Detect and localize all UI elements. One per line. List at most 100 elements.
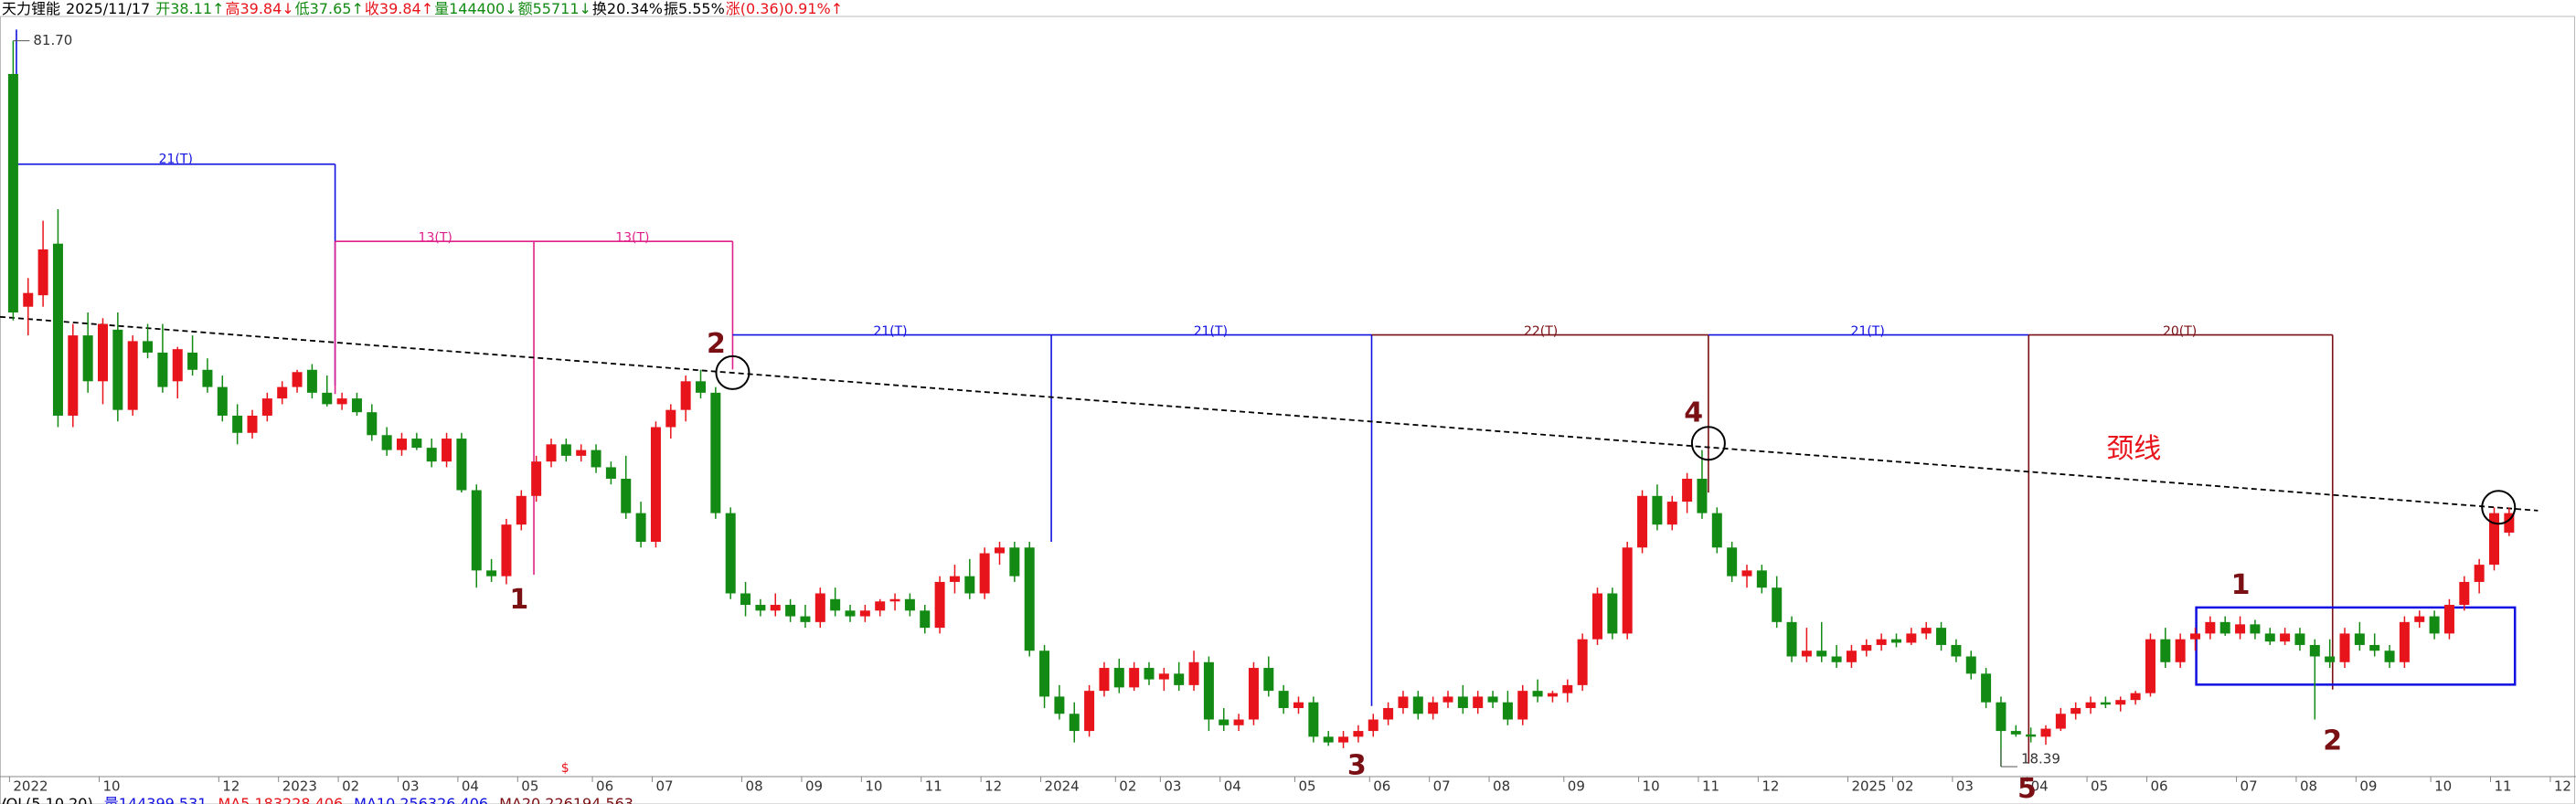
cycle-label: 13(T) (419, 231, 452, 246)
candle-body (486, 570, 497, 577)
candle-body (2414, 616, 2425, 622)
cycle-label: 21(T) (873, 324, 907, 339)
candle-body (2026, 734, 2037, 737)
candle-body (1772, 587, 1783, 622)
annotation-circle (715, 354, 750, 390)
candle-body (1412, 696, 1423, 714)
candle-body (1054, 696, 1065, 714)
wave-label: 1 (509, 584, 528, 616)
candle-body (1951, 644, 1962, 657)
x-tick-label: 12 (2554, 778, 2571, 795)
candle-body (232, 415, 243, 433)
candle-body (2369, 644, 2380, 651)
wave-label: 5 (2017, 773, 2037, 804)
candle-body (516, 495, 527, 525)
candle-body (845, 610, 856, 617)
volume-item: VOL(5,10,20) (0, 795, 93, 804)
candle-body (98, 323, 108, 382)
candle-body (1756, 570, 1767, 588)
x-tick-label: 10 (103, 778, 121, 795)
wave-label: 2 (2323, 725, 2342, 757)
cycle-label: 20(T) (2163, 324, 2197, 339)
candle-body (7, 73, 18, 313)
candle-body (934, 581, 945, 629)
candle-body (1174, 673, 1185, 685)
x-tick-label: 12 (1762, 778, 1779, 795)
candle-body (143, 341, 154, 353)
candle-body (889, 598, 900, 602)
candle-body (710, 392, 721, 513)
x-tick-label: 07 (2241, 778, 2258, 795)
header-item: 开38.11↑ (155, 0, 224, 17)
candle-body (1457, 696, 1468, 708)
wave-label: 3 (1347, 750, 1367, 782)
candle-body (351, 398, 362, 413)
candle-body (755, 605, 766, 611)
candle-body (381, 435, 392, 450)
candle-body (456, 439, 467, 491)
candle-body (2489, 513, 2499, 566)
wave-label: 1 (2231, 569, 2251, 601)
candle-body (1891, 639, 1901, 643)
candle-body (875, 601, 886, 611)
candle-body (2459, 581, 2470, 606)
candle-body (1711, 513, 1722, 548)
candle-body (367, 412, 378, 436)
candle-body (995, 547, 1005, 554)
candle-body (1473, 696, 1484, 708)
candle-body (2264, 633, 2275, 642)
candle-body (1846, 651, 1857, 662)
candle-body (1158, 673, 1169, 680)
candle-body (1024, 547, 1035, 651)
x-tick-label: 12 (222, 778, 240, 795)
x-tick-label: 12 (985, 778, 1002, 795)
candle-body (217, 386, 228, 416)
candle-body (1353, 731, 1364, 737)
candle-body (2280, 633, 2291, 642)
candle-body (187, 352, 198, 370)
candle-body (591, 450, 601, 468)
candle-body (1666, 502, 1677, 525)
candle-body (1592, 593, 1602, 640)
annotation-circle (2481, 490, 2517, 525)
candle-body (23, 292, 34, 307)
x-tick-label: 2024 (1045, 778, 1080, 795)
candle-body (1727, 547, 1738, 577)
candle-body (859, 610, 870, 617)
candle-body (1577, 639, 1588, 685)
candle-body (1368, 719, 1378, 732)
volume-item: 量144399.531 (104, 795, 208, 804)
candle-body (2384, 651, 2395, 662)
x-tick-label: 06 (596, 778, 613, 795)
consolidation-box (2195, 606, 2517, 686)
candle-body (665, 409, 676, 428)
candle-body (725, 513, 736, 594)
candle-body (1936, 628, 1947, 645)
x-tick-label: 11 (925, 778, 942, 795)
header-item: 收39.84↑ (365, 0, 433, 17)
candle-body (1203, 661, 1214, 720)
x-tick-label: 09 (805, 778, 823, 795)
x-tick-label: 2025 (1851, 778, 1886, 795)
candle-body (1144, 668, 1155, 680)
candle-body (442, 439, 452, 462)
candle-body (1652, 495, 1663, 525)
x-tick-label: 10 (2434, 778, 2452, 795)
candle-body (172, 349, 183, 382)
max-label: 81.70 (33, 32, 72, 48)
dividend-marker: $ (561, 761, 569, 776)
candle-body (2100, 702, 2111, 705)
x-tick-label: 06 (1373, 778, 1390, 795)
candle-body (1831, 656, 1842, 662)
candle-body (2339, 633, 2350, 662)
candle-body (1547, 693, 1558, 697)
candle-body (1607, 593, 1618, 634)
candle-body (1741, 570, 1752, 577)
candle-body (1786, 621, 1797, 657)
candle-body (2474, 565, 2485, 582)
x-tick-label: 04 (2031, 778, 2049, 795)
candle-body (2504, 513, 2515, 533)
candle-body (785, 605, 796, 617)
candle-body (1293, 702, 1304, 708)
annotation-circle (1690, 426, 1726, 461)
